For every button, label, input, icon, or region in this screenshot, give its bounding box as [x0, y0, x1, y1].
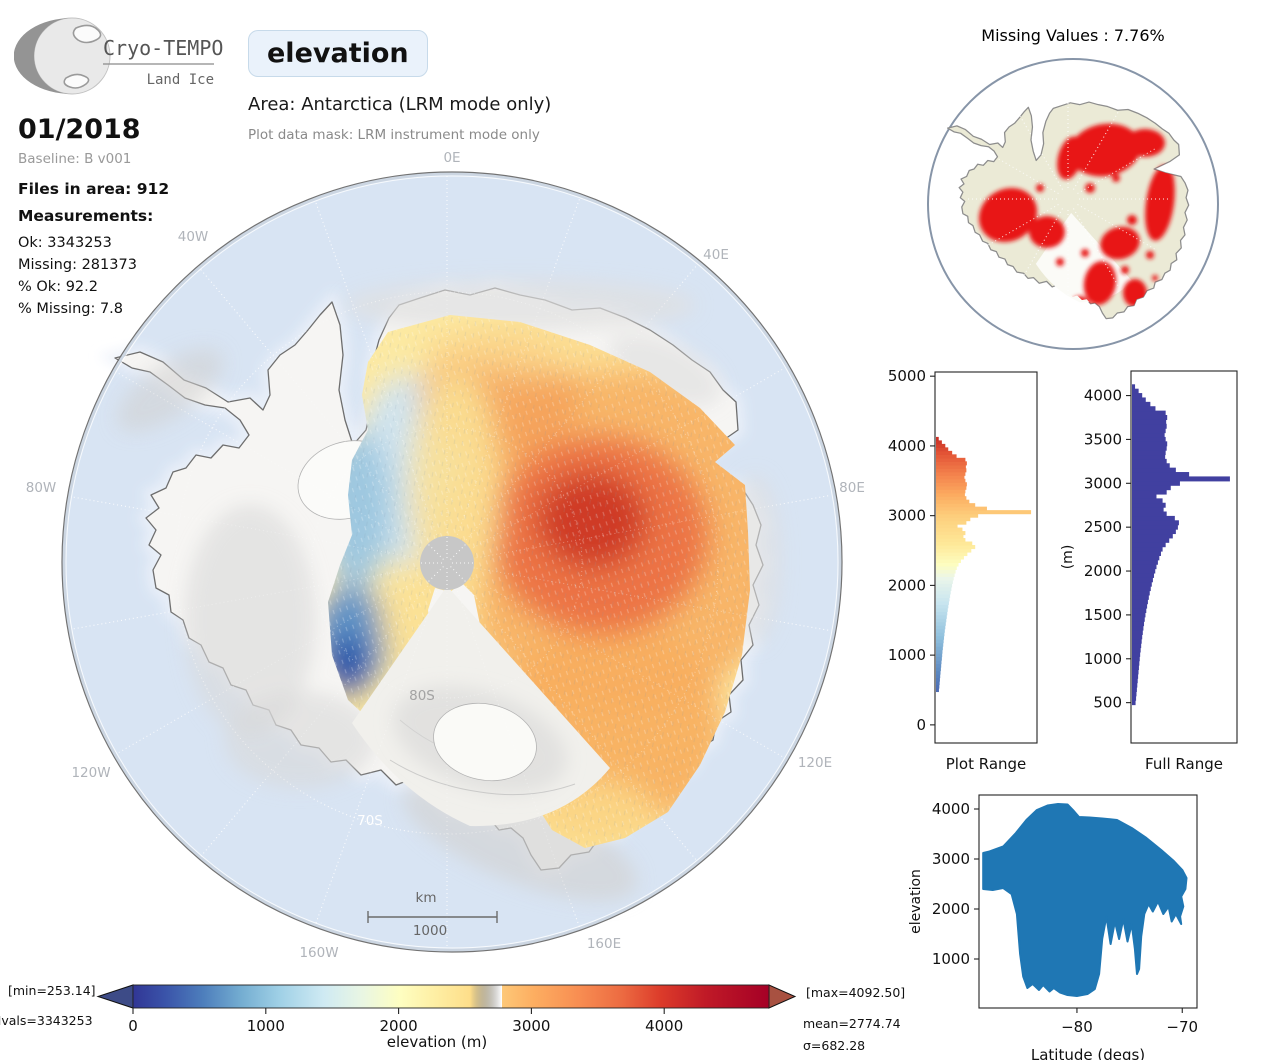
svg-text:Full Range: Full Range — [1145, 755, 1223, 773]
svg-text:0: 0 — [916, 716, 926, 734]
report-date: 01/2018 — [18, 114, 141, 145]
sigma-value-label: σ=682.28 — [803, 1038, 866, 1053]
mini-pole-hole — [1059, 190, 1077, 208]
svg-text:2000: 2000 — [1084, 562, 1122, 580]
measurements-label: Measurements: — [18, 207, 154, 225]
nvals-label: Nvals=3343253 — [0, 1013, 93, 1028]
svg-text:160W: 160W — [299, 945, 338, 961]
scale-unit: km — [416, 890, 437, 906]
logo-title: Cryo-TEMPO — [103, 36, 223, 60]
svg-text:2000: 2000 — [380, 1017, 418, 1035]
svg-text:1000: 1000 — [1084, 650, 1122, 668]
ross-ice-shelf — [433, 702, 537, 782]
mean-value-label: mean=2774.74 — [803, 1016, 901, 1031]
svg-text:Latitude (degs): Latitude (degs) — [1031, 1046, 1145, 1060]
svg-text:80E: 80E — [839, 480, 865, 496]
svg-text:3000: 3000 — [512, 1017, 550, 1035]
mini-graticule — [968, 99, 1168, 299]
svg-text:120E: 120E — [798, 755, 832, 771]
missing-values-map — [927, 58, 1219, 350]
colorbar-max-arrow — [768, 984, 797, 1009]
baseline-version: Baseline: B v001 — [18, 151, 132, 167]
files-in-area: Files in area: 912 — [18, 180, 170, 198]
svg-text:Plot Range: Plot Range — [946, 755, 1027, 773]
svg-text:40E: 40E — [703, 247, 729, 263]
svg-text:2000: 2000 — [932, 900, 970, 918]
svg-text:1000: 1000 — [888, 646, 926, 664]
svg-text:4000: 4000 — [1084, 387, 1122, 405]
cryo-tempo-logo: Cryo-TEMPO Land Ice — [14, 17, 223, 95]
lat-label-70s: 70S — [357, 813, 383, 829]
colorbar-label: elevation (m) — [387, 1033, 488, 1051]
scale-bar — [367, 911, 498, 923]
svg-text:−80: −80 — [1061, 1018, 1093, 1036]
svg-text:2000: 2000 — [888, 576, 926, 594]
globe-icon — [14, 17, 111, 95]
svg-text:4000: 4000 — [932, 800, 970, 818]
stat-pct-ok: % Ok: 92.2 — [18, 279, 98, 295]
min-value-label: [min=253.14] — [8, 983, 96, 998]
svg-text:1000: 1000 — [247, 1017, 285, 1035]
svg-text:4000: 4000 — [645, 1017, 683, 1035]
plot-range-histogram: 0 1000 2000 3000 4000 5000 Plot Range — [888, 367, 1038, 773]
variable-chip: elevation — [248, 30, 428, 77]
stat-ok: Ok: 3343253 — [18, 235, 112, 251]
svg-text:(m): (m) — [1060, 545, 1076, 570]
full-range-histogram: 500 1000 1500 2000 2500 3000 3500 4000 Full Rang… — [1060, 370, 1238, 773]
elevation-latitude-scatter: 1000 2000 3000 4000 −80 −70 elevation Latitude … — [908, 794, 1198, 1060]
pole-hole — [420, 536, 474, 590]
svg-text:80W: 80W — [26, 480, 57, 496]
missing-values-title: Missing Values : 7.76% — [981, 26, 1165, 45]
scale-value: 1000 — [413, 923, 447, 939]
svg-text:160E: 160E — [587, 936, 621, 952]
svg-text:3000: 3000 — [1084, 474, 1122, 492]
map-rim — [61, 171, 843, 953]
max-value-label: [max=4092.50] — [806, 985, 906, 1000]
svg-text:40W: 40W — [178, 229, 209, 245]
colorbar-ticks: 0 1000 2000 3000 4000 — [128, 1008, 683, 1035]
svg-text:1000: 1000 — [932, 950, 970, 968]
svg-text:2500: 2500 — [1084, 518, 1122, 536]
svg-text:120W: 120W — [71, 765, 110, 781]
colorbar-gradient — [132, 984, 770, 1009]
area-title: Area: Antarctica (LRM mode only) — [248, 94, 552, 115]
svg-text:0E: 0E — [443, 150, 460, 166]
svg-text:−70: −70 — [1166, 1018, 1198, 1036]
svg-text:1500: 1500 — [1084, 606, 1122, 624]
lat-label-80s: 80S — [409, 688, 435, 704]
stat-missing: Missing: 281373 — [18, 257, 137, 273]
antarctica-elevation-map: km 1000 0E 40E 80E 120E 160E 160W 120W 8… — [26, 150, 865, 961]
svg-text:3000: 3000 — [888, 507, 926, 525]
mask-note: Plot data mask: LRM instrument mode only — [248, 127, 540, 143]
svg-text:500: 500 — [1093, 694, 1122, 712]
svg-text:5000: 5000 — [888, 367, 926, 385]
stat-pct-missing: % Missing: 7.8 — [18, 301, 124, 317]
svg-text:3500: 3500 — [1084, 430, 1122, 448]
svg-text:0: 0 — [128, 1017, 138, 1035]
colorbar-min-arrow — [96, 984, 134, 1009]
svg-text:elevation: elevation — [908, 869, 924, 934]
svg-text:4000: 4000 — [888, 437, 926, 455]
logo-subtitle: Land Ice — [147, 72, 214, 88]
svg-text:3000: 3000 — [932, 850, 970, 868]
elevation-colorbar: 0 1000 2000 3000 4000 elevation (m) — [96, 984, 797, 1051]
longitude-labels: 0E 40E 80E 120E 160E 160W 120W 80W 40W — [26, 150, 865, 961]
